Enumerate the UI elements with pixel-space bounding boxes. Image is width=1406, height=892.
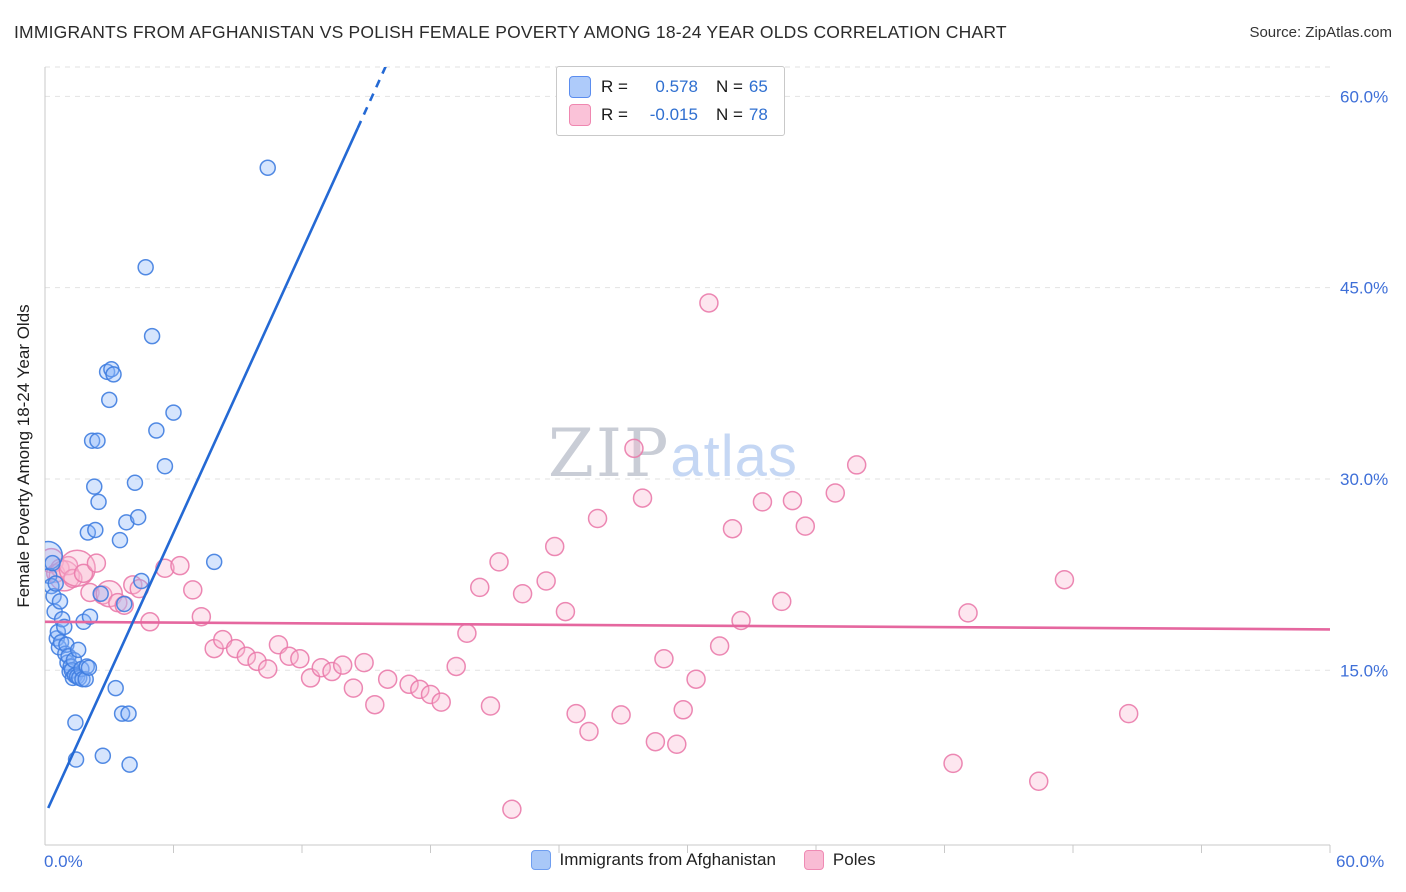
r-value-poles: -0.015 bbox=[649, 105, 698, 124]
x-axis-max-label: 60.0% bbox=[1336, 852, 1385, 871]
watermark-atlas: atlas bbox=[670, 424, 798, 489]
svg-text:30.0%: 30.0% bbox=[1340, 470, 1388, 489]
n-label-poles: N = bbox=[715, 105, 743, 124]
poles-legend-swatch bbox=[569, 104, 591, 126]
legend-item-afghanistan: Immigrants from Afghanistan bbox=[530, 850, 776, 870]
x-axis-min-label: 0.0% bbox=[44, 852, 83, 871]
r-label-poles: R = bbox=[601, 105, 628, 124]
legend-row-poles: R = -0.015 N = 78 bbox=[569, 104, 768, 126]
bottom-legend: Immigrants from Afghanistan Poles bbox=[0, 850, 1406, 870]
y-axis-label: Female Poverty Among 18-24 Year Olds bbox=[14, 304, 33, 608]
poles-bottom-swatch bbox=[803, 850, 824, 870]
afghanistan-legend-swatch bbox=[569, 76, 591, 98]
poles-bottom-label: Poles bbox=[832, 850, 876, 869]
source-label: Source: ZipAtlas.com bbox=[1249, 24, 1392, 41]
afghanistan-bottom-label: Immigrants from Afghanistan bbox=[559, 850, 776, 869]
chart-title: IMMIGRANTS FROM AFGHANISTAN VS POLISH FE… bbox=[14, 22, 1007, 42]
svg-text:60.0%: 60.0% bbox=[1340, 87, 1388, 106]
n-value-afghanistan: 65 bbox=[748, 77, 768, 96]
r-value-afghanistan: 0.578 bbox=[655, 77, 698, 96]
legend-row-afghanistan: R = 0.578 N = 65 bbox=[569, 76, 768, 98]
n-label-afghanistan: N = bbox=[715, 77, 743, 96]
legend-box: R = 0.578 N = 65 R = -0.015 N = 78 bbox=[556, 66, 785, 136]
afghanistan-bottom-swatch bbox=[530, 850, 551, 870]
svg-text:45.0%: 45.0% bbox=[1340, 279, 1388, 298]
n-value-poles: 78 bbox=[748, 105, 768, 124]
legend-item-poles: Poles bbox=[803, 850, 876, 870]
svg-text:15.0%: 15.0% bbox=[1340, 661, 1388, 680]
r-label-afghanistan: R = bbox=[601, 77, 628, 96]
